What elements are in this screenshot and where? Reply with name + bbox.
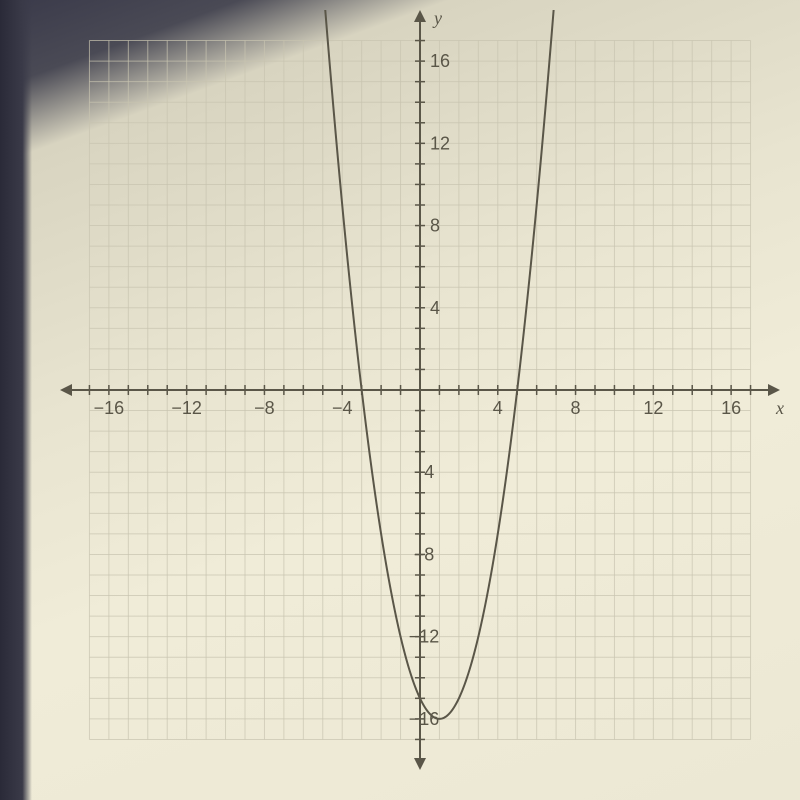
x-tick-label: −4	[332, 398, 353, 418]
x-tick-label: −16	[94, 398, 125, 418]
arrow-down-icon	[414, 758, 426, 770]
page-spine	[0, 0, 32, 800]
y-tick-label: −4	[414, 462, 435, 482]
y-tick-label: 4	[430, 298, 440, 318]
y-tick-label: −8	[414, 544, 435, 564]
x-tick-label: 16	[721, 398, 741, 418]
y-tick-label: −16	[409, 709, 440, 729]
y-tick-label: −12	[409, 627, 440, 647]
x-tick-label: 4	[493, 398, 503, 418]
x-tick-label: −12	[171, 398, 202, 418]
arrow-right-icon	[768, 384, 780, 396]
x-tick-label: 8	[571, 398, 581, 418]
y-tick-label: 16	[430, 51, 450, 71]
y-tick-label: 12	[430, 133, 450, 153]
arrow-left-icon	[60, 384, 72, 396]
y-axis-label: y	[432, 10, 442, 28]
x-tick-label: 12	[643, 398, 663, 418]
parabola-chart: −16 −12 −8 −4 4 8 12 16 −16 −12 −8 −4 4 8 12 16 x y	[50, 10, 790, 790]
arrow-up-icon	[414, 10, 426, 22]
y-tick-label: 8	[430, 216, 440, 236]
x-axis-label: x	[775, 398, 784, 418]
x-tick-label: −8	[254, 398, 275, 418]
